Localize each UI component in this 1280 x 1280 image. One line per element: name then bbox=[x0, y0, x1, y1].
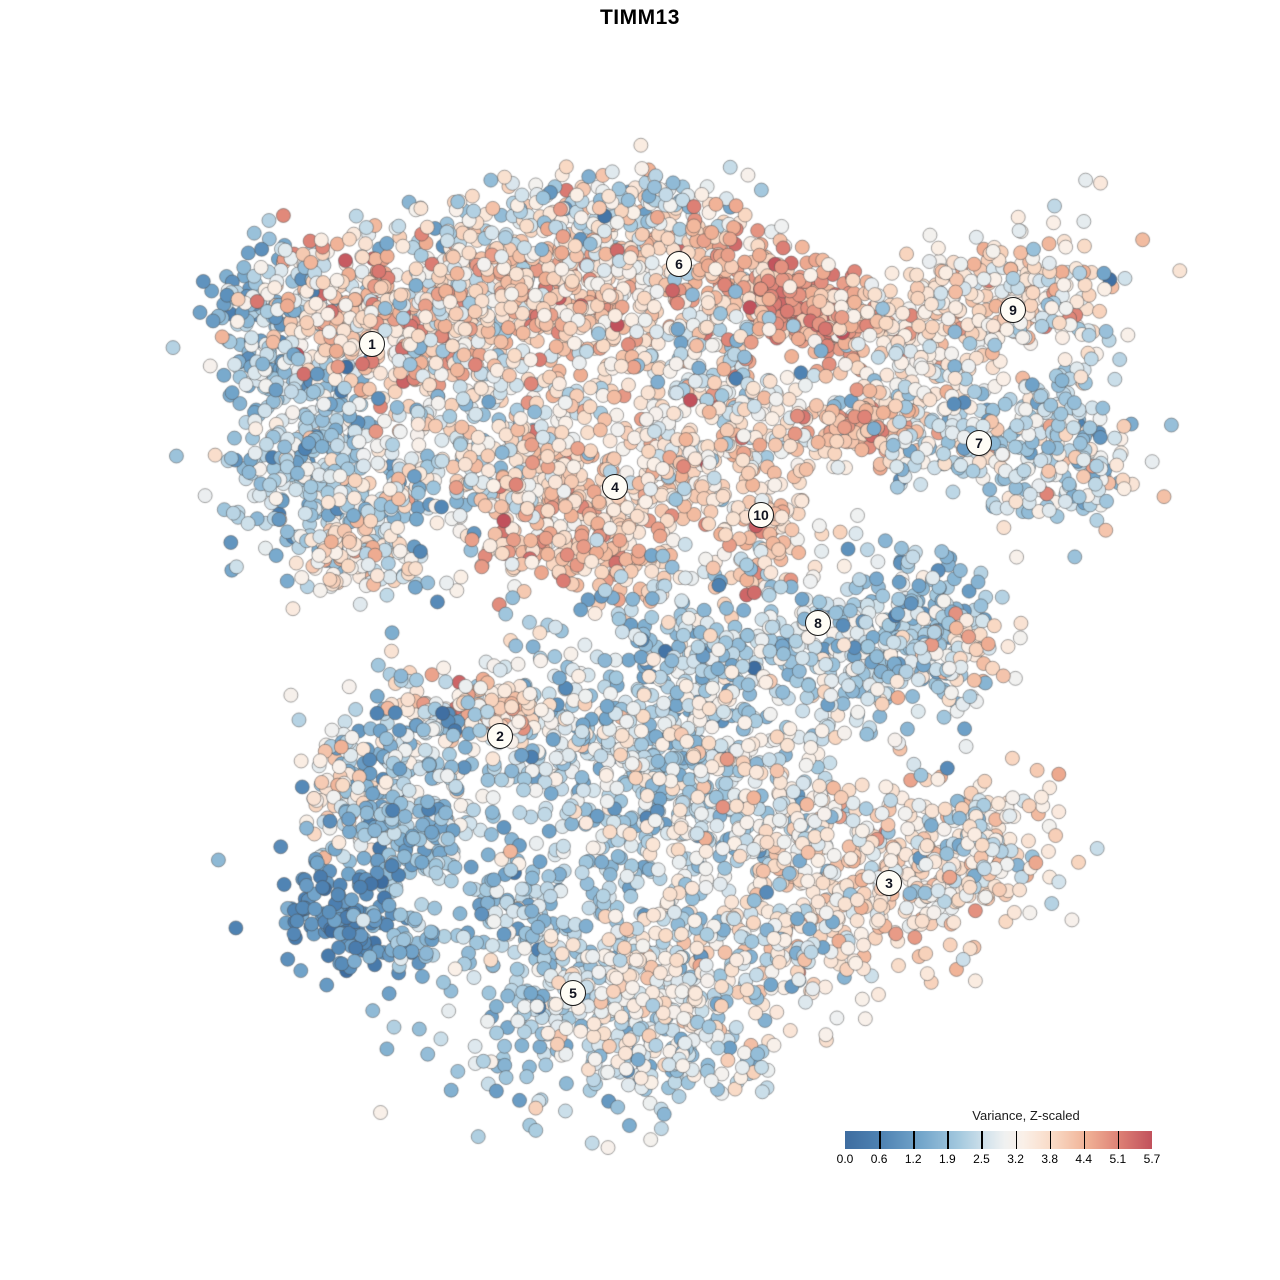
colorbar-tick-label: 5.1 bbox=[1109, 1152, 1127, 1166]
colorbar-tick-mark bbox=[1083, 1131, 1086, 1149]
colorbar-tick-labels: 0.0 0.6 1.2 1.9 2.5 3.2 3.8 4.4 5.1 5.7 bbox=[837, 1152, 1161, 1168]
colorbar-gradient bbox=[845, 1131, 1152, 1149]
colorbar-tick-label: 5.7 bbox=[1143, 1152, 1161, 1166]
colorbar-tick-label: 1.9 bbox=[938, 1152, 956, 1166]
colorbar-tick-label: 4.4 bbox=[1075, 1152, 1093, 1166]
colorbar-title: Variance, Z-scaled bbox=[972, 1108, 1080, 1123]
colorbar-tick-mark bbox=[879, 1131, 881, 1149]
colorbar-tick-mark bbox=[1049, 1131, 1052, 1149]
colorbar-tick-label: 0.6 bbox=[870, 1152, 888, 1166]
colorbar-tick-mark bbox=[1015, 1131, 1017, 1149]
colorbar-tick-label: 3.2 bbox=[1007, 1152, 1024, 1166]
colorbar-tick-mark bbox=[913, 1131, 915, 1149]
colorbar-tick-mark bbox=[1117, 1131, 1120, 1149]
colorbar-tick-mark bbox=[981, 1131, 983, 1149]
colorbar-tick-label: 3.8 bbox=[1041, 1152, 1058, 1166]
colorbar-tick-label: 0.0 bbox=[836, 1152, 854, 1166]
colorbar-tick-label: 2.5 bbox=[973, 1152, 990, 1166]
colorbar-tick-label: 1.2 bbox=[904, 1152, 922, 1166]
colorbar-legend: Variance, Z-scaled 0.0 0.6 1.2 1.9 2.5 3.2 3.8… bbox=[837, 1108, 1161, 1178]
colorbar-tick-mark bbox=[947, 1131, 949, 1149]
